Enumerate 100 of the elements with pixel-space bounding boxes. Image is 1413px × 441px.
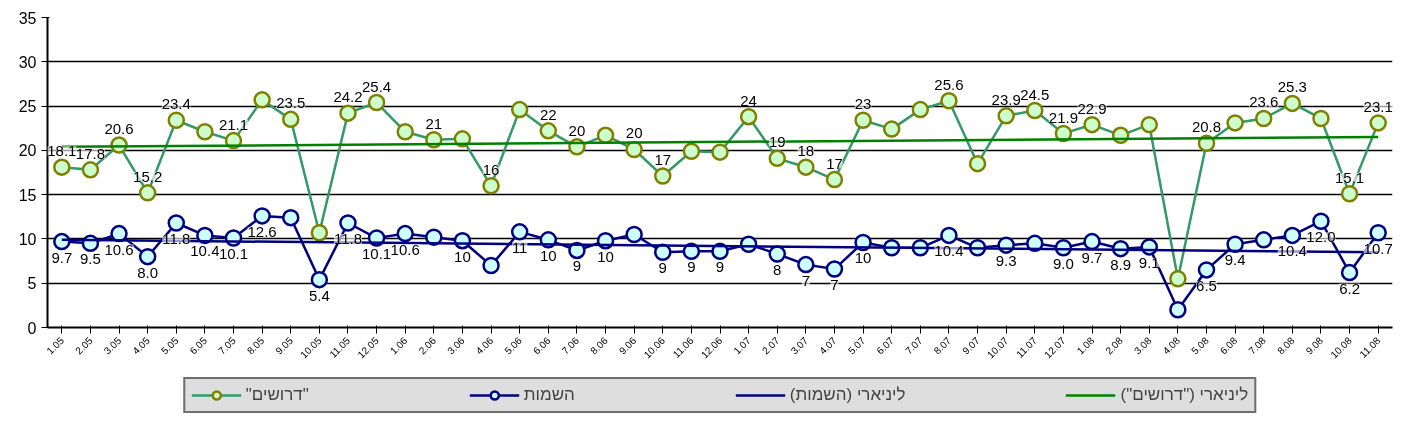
data-label: 10.4 [1277, 242, 1307, 260]
data-label: 23 [854, 95, 872, 113]
legend-label: ליניארי ("דרושים") [1120, 385, 1249, 405]
data-label: 21.1 [218, 115, 249, 133]
data-label: 19 [768, 133, 786, 151]
x-tick-label: 7.05 [216, 334, 239, 357]
data-label: 10.4 [934, 242, 964, 260]
data-label: 9.5 [80, 250, 101, 268]
y-tick-label: 10 [18, 230, 37, 248]
data-label: 17 [826, 154, 843, 172]
data-label: 15.1 [1334, 168, 1365, 186]
data-label: 9 [572, 257, 582, 275]
data-label: 8 [773, 260, 782, 278]
x-tick-label: 3.07 [788, 334, 811, 357]
x-tick-label: 6.08 [1217, 334, 1240, 357]
data-label: 9.7 [1081, 248, 1103, 266]
data-label: 20 [625, 124, 643, 142]
data-label: 23.9 [991, 90, 1021, 108]
x-tick-label: 9.08 [1303, 334, 1326, 357]
x-tick-label: 5.08 [1189, 334, 1212, 357]
data-label: 7 [801, 271, 811, 289]
data-label: 9 [658, 259, 667, 277]
x-tick-label: 3.06 [445, 334, 467, 357]
data-label: 8.9 [1110, 255, 1132, 273]
x-tick-label: 9.06 [616, 334, 639, 357]
data-label: 24.2 [333, 88, 363, 106]
x-tick-label: 6.06 [531, 334, 553, 357]
y-tick-label: 0 [27, 319, 37, 337]
data-label: 9.0 [1052, 254, 1074, 272]
x-tick-label: 5.07 [845, 334, 868, 357]
y-tick-label: 35 [18, 9, 37, 27]
x-tick-label: 8.05 [244, 334, 267, 357]
data-label: 12.6 [247, 222, 277, 240]
x-tick-label: 7.08 [1246, 334, 1269, 357]
x-tick-label: 5.06 [502, 334, 525, 357]
data-label: 11 [511, 238, 528, 256]
data-label: 16 [482, 160, 500, 178]
legend-label: ליניארי (השמות) [789, 385, 906, 405]
data-label: 9 [687, 258, 696, 276]
data-label: 25.6 [934, 75, 964, 93]
data-label: 17 [654, 151, 672, 169]
data-label: 20.8 [1191, 118, 1222, 136]
data-label: 15.2 [133, 167, 163, 185]
data-label: 20.6 [104, 120, 134, 138]
x-tick-label: 4.08 [1160, 334, 1183, 357]
data-label: 12.0 [1306, 228, 1336, 246]
data-label: 9.3 [995, 252, 1017, 270]
y-tick-label: 15 [18, 186, 37, 204]
y-tick-label: 5 [27, 275, 37, 293]
data-label: 21 [425, 114, 443, 132]
y-tick-label: 20 [18, 142, 37, 160]
y-tick-label: 25 [18, 98, 37, 116]
x-tick-label: 4.07 [817, 334, 840, 357]
data-label: 11.8 [333, 229, 363, 247]
data-label: 23.1 [1363, 97, 1393, 115]
data-label: 8.0 [137, 263, 159, 281]
data-label: 10.1 [218, 245, 249, 263]
data-label: 9.1 [1138, 253, 1160, 271]
data-label: 10.4 [190, 242, 220, 260]
data-label: 10 [597, 247, 614, 265]
y-tick-label: 30 [18, 53, 37, 71]
data-label: 25.4 [362, 77, 392, 95]
data-label: 24 [740, 91, 757, 109]
data-label: 18.1 [47, 142, 77, 160]
data-label: 10.7 [1363, 239, 1393, 257]
x-tick-label: 6.05 [187, 334, 210, 357]
data-label: 6.5 [1196, 276, 1217, 294]
x-tick-label: 8.08 [1275, 334, 1297, 357]
data-label: 9.7 [51, 248, 73, 266]
x-tick-label: 9.05 [273, 334, 296, 357]
x-tick-label: 8.06 [588, 334, 611, 357]
x-tick-label: 4.06 [473, 334, 496, 357]
data-label: 23.4 [161, 95, 191, 113]
data-label: 10 [854, 249, 872, 267]
data-label: 23.6 [1249, 93, 1279, 111]
x-tick-label: 3.05 [101, 334, 124, 357]
data-label: 20 [568, 121, 586, 139]
data-label: 24.5 [1020, 85, 1050, 103]
x-tick-label: 9.07 [960, 334, 983, 357]
data-label: 7 [830, 276, 839, 294]
x-tick-label: 7.06 [559, 334, 582, 357]
data-label: 10 [539, 246, 557, 264]
data-label: 21.9 [1048, 108, 1079, 126]
x-tick-label: 6.07 [874, 334, 897, 357]
data-label: 23.5 [276, 94, 306, 112]
x-tick-label: 5.05 [158, 334, 181, 357]
data-label: 9.4 [1224, 251, 1246, 269]
data-label: 18 [797, 142, 815, 160]
data-label: 10.1 [362, 245, 392, 263]
data-label: 25.3 [1277, 78, 1307, 96]
x-tick-label: 3.08 [1131, 334, 1154, 357]
data-label: 10 [454, 247, 471, 265]
data-label: 10.6 [390, 240, 420, 258]
x-tick-label: 7.07 [903, 334, 925, 357]
data-label: 6.2 [1339, 279, 1361, 297]
data-label: 17.8 [75, 144, 106, 162]
legend-label: "דרושים" [245, 385, 309, 405]
data-label: 22.9 [1077, 99, 1107, 117]
data-label: 9 [715, 258, 725, 276]
data-label: 22 [539, 105, 557, 123]
